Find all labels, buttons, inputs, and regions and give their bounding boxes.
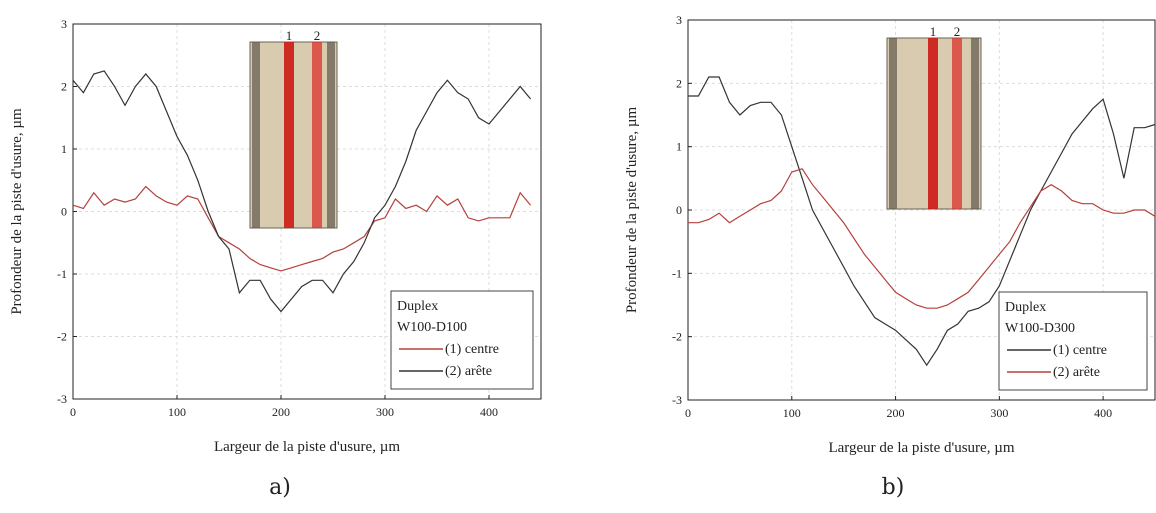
inset-stripe bbox=[284, 42, 294, 228]
legend-label: (1) centre bbox=[445, 342, 499, 357]
y-tick-label: -3 bbox=[57, 392, 67, 406]
inset-label: 1 bbox=[286, 28, 293, 43]
panel-label: a) bbox=[269, 475, 291, 500]
legend-box bbox=[390, 290, 534, 390]
y-tick-label: 1 bbox=[676, 140, 682, 154]
x-axis-title: Largeur de la piste d'usure, µm bbox=[214, 439, 400, 455]
x-tick-label: 100 bbox=[168, 405, 186, 419]
x-tick-label: 400 bbox=[1094, 406, 1112, 420]
inset-label: 1 bbox=[930, 24, 937, 39]
x-axis-title: Largeur de la piste d'usure, µm bbox=[828, 440, 1014, 456]
x-tick-label: 0 bbox=[685, 406, 691, 420]
y-tick-label: 3 bbox=[676, 13, 682, 27]
legend-label: (2) arête bbox=[445, 364, 492, 379]
inset-edge bbox=[252, 42, 260, 228]
y-tick-label: 3 bbox=[61, 17, 67, 31]
x-tick-label: 300 bbox=[990, 406, 1008, 420]
data-line bbox=[688, 76, 1156, 367]
y-tick-label: 1 bbox=[61, 142, 67, 156]
y-tick-label: 2 bbox=[61, 80, 67, 94]
x-tick-label: 200 bbox=[272, 405, 290, 419]
y-tick-label: -1 bbox=[672, 266, 682, 280]
inset-stripe bbox=[312, 42, 322, 228]
legend-subtitle: W100-D300 bbox=[1005, 321, 1075, 336]
inset-label: 2 bbox=[954, 24, 961, 39]
legend-title: Duplex bbox=[397, 299, 438, 314]
inset-edge bbox=[327, 42, 335, 228]
y-tick-label: -2 bbox=[672, 330, 682, 344]
y-tick-label: -1 bbox=[57, 267, 67, 281]
plot-frame bbox=[72, 23, 542, 400]
y-tick-label: 0 bbox=[61, 205, 67, 219]
legend-box bbox=[998, 291, 1148, 391]
y-tick-label: 2 bbox=[676, 76, 682, 90]
x-tick-label: 0 bbox=[70, 405, 76, 419]
panel-label: b) bbox=[882, 475, 905, 500]
plot-frame bbox=[687, 19, 1156, 401]
data-line bbox=[688, 168, 1156, 309]
y-tick-label: 0 bbox=[676, 203, 682, 217]
y-axis-title: Profondeur de la piste d'usure, µm bbox=[624, 107, 640, 314]
legend-label: (1) centre bbox=[1053, 343, 1107, 358]
inset-edge bbox=[971, 38, 979, 209]
inset-stripe bbox=[928, 38, 938, 209]
y-tick-label: -2 bbox=[57, 330, 67, 344]
y-axis-title: Profondeur de la piste d'usure, µm bbox=[9, 108, 25, 315]
legend-title: Duplex bbox=[1005, 300, 1046, 315]
legend-label: (2) arête bbox=[1053, 365, 1100, 380]
inset-label: 2 bbox=[314, 28, 321, 43]
x-tick-label: 200 bbox=[887, 406, 905, 420]
data-line bbox=[72, 185, 532, 272]
data-line bbox=[72, 70, 532, 313]
legend-subtitle: W100-D100 bbox=[397, 320, 467, 335]
x-tick-label: 100 bbox=[783, 406, 801, 420]
x-tick-label: 400 bbox=[480, 405, 498, 419]
inset-edge bbox=[889, 38, 897, 209]
inset-stripe bbox=[952, 38, 962, 209]
x-tick-label: 300 bbox=[376, 405, 394, 419]
y-tick-label: -3 bbox=[672, 393, 682, 407]
